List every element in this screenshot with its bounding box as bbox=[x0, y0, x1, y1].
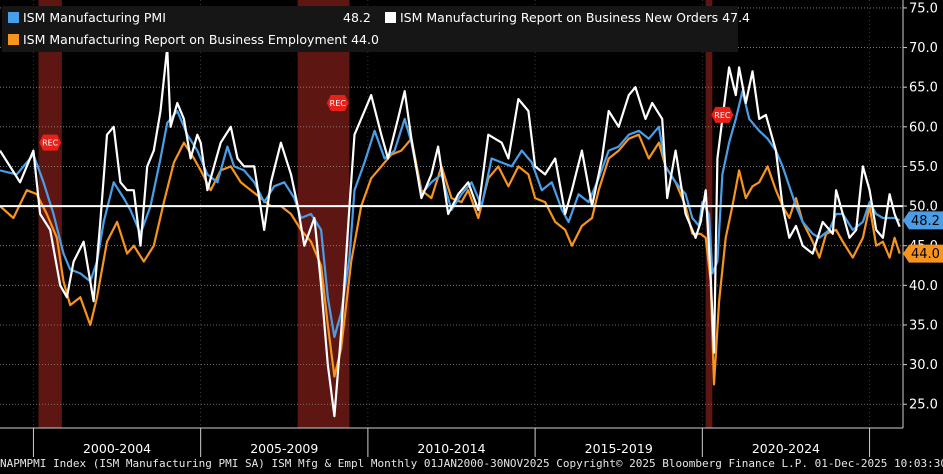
y-tick-label-25: 25.0 bbox=[909, 398, 938, 413]
y-tick-label-50: 50.0 bbox=[909, 200, 938, 215]
y-tick-label-60: 60.0 bbox=[909, 120, 938, 135]
y-tick-label-65: 65.0 bbox=[909, 81, 938, 96]
series-line-0 bbox=[0, 90, 901, 338]
series-line-2 bbox=[0, 133, 901, 386]
series-lines bbox=[0, 46, 903, 418]
series-line-1 bbox=[0, 46, 901, 418]
recession-tag-3 bbox=[326, 95, 349, 112]
legend-item-employment[interactable]: ISM Manufacturing Report on Business Emp… bbox=[8, 32, 379, 47]
recession-band-1 bbox=[297, 0, 350, 428]
grid bbox=[0, 0, 903, 428]
recession-tag-label: REC bbox=[42, 139, 59, 148]
y-tick-label-30: 30.0 bbox=[909, 358, 938, 373]
y-tick-label-40: 40.0 bbox=[909, 279, 938, 294]
recession-tag-1 bbox=[39, 134, 62, 151]
last-value-tag-1 bbox=[903, 244, 943, 263]
x-group-label-1: 2005-2009 bbox=[250, 441, 318, 456]
legend-value-pmi: 48.2 bbox=[343, 10, 371, 25]
y-tick-label-70: 70.0 bbox=[909, 41, 938, 56]
y-tick-label-55: 55.0 bbox=[909, 160, 938, 175]
recession-band-0 bbox=[38, 0, 62, 428]
legend-swatch-new-orders bbox=[385, 12, 396, 23]
last-value-tag-label-1: 44.0 bbox=[911, 247, 940, 262]
x-group-label-2: 2010-2014 bbox=[417, 441, 485, 456]
last-value-tag-0 bbox=[903, 211, 943, 230]
legend-item-pmi[interactable]: ISM Manufacturing PMI bbox=[8, 10, 166, 25]
x-group-label-3: 2015-2019 bbox=[585, 441, 653, 456]
recession-tag-5 bbox=[711, 106, 734, 123]
recession-bands bbox=[38, 0, 713, 428]
legend-swatch-employment bbox=[8, 34, 19, 45]
y-tick-label-35: 35.0 bbox=[909, 318, 938, 333]
legend-label-new-orders: ISM Manufacturing Report on Business New… bbox=[400, 10, 750, 25]
y-tick-label-75: 75.0 bbox=[909, 1, 938, 16]
x-axis: 2000-2004 2005-2009 2010-2014 2015-2019 2020… bbox=[0, 427, 903, 457]
x-group-label-0: 2000-2004 bbox=[83, 441, 151, 456]
legend: ISM Manufacturing PMI 48.2 ISM Manufactu… bbox=[2, 6, 750, 52]
legend-item-new-orders[interactable]: ISM Manufacturing Report on Business New… bbox=[385, 10, 750, 25]
recession-tag-label: REC bbox=[714, 111, 731, 120]
legend-label-pmi: ISM Manufacturing PMI bbox=[23, 10, 166, 25]
x-group-label-4: 2020-2024 bbox=[752, 441, 820, 456]
legend-swatch-pmi bbox=[8, 12, 19, 23]
legend-label-employment: ISM Manufacturing Report on Business Emp… bbox=[23, 32, 379, 47]
y-axis: 25.030.035.040.045.050.055.060.065.070.0… bbox=[902, 0, 943, 428]
chart-footer: NAPMPMI Index (ISM Manufacturing PMI SA)… bbox=[0, 457, 943, 470]
last-value-tag-label-0: 48.2 bbox=[911, 214, 940, 229]
recession-tag-label: REC bbox=[330, 99, 347, 108]
